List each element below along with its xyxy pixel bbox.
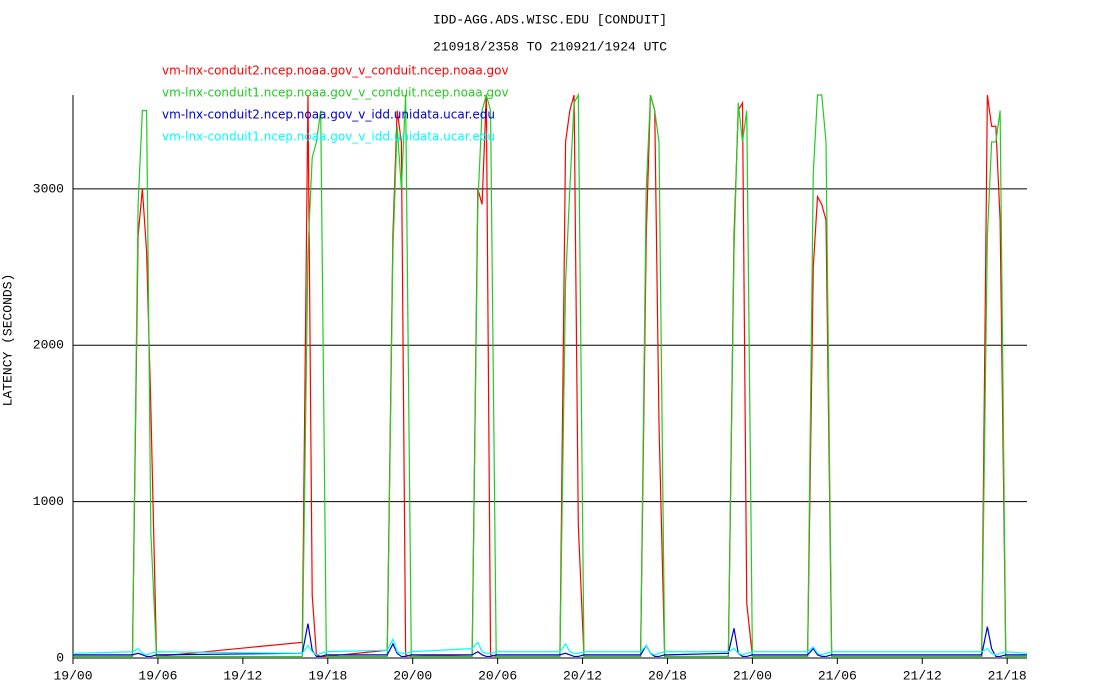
series-line: [73, 623, 1027, 658]
legend-entry: vm-lnx-conduit2.ncep.noaa.gov_v_idd.unid…: [162, 108, 495, 122]
legend-entry: vm-lnx-conduit1.ncep.noaa.gov_v_conduit.…: [162, 86, 509, 100]
x-tick-label: 21/18: [988, 668, 1027, 683]
x-tick-label: 19/00: [53, 668, 92, 683]
legend-entry: vm-lnx-conduit1.ncep.noaa.gov_v_idd.unid…: [162, 130, 495, 144]
x-tick-label: 20/00: [393, 668, 432, 683]
x-tick-label: 20/06: [478, 668, 517, 683]
series-line: [73, 92, 1027, 658]
x-tick-label: 19/18: [308, 668, 347, 683]
x-tick-label: 20/18: [648, 668, 687, 683]
y-tick-label: 1000: [33, 494, 64, 509]
chart-title: IDD-AGG.ADS.WISC.EDU [CONDUIT]: [433, 12, 667, 27]
x-tick-label: 19/12: [223, 668, 262, 683]
series-line: [72, 637, 1028, 656]
x-tick-label: 20/12: [563, 668, 602, 683]
x-tick-label: 21/12: [903, 668, 942, 683]
y-tick-label: 0: [56, 650, 64, 665]
legend-entry: vm-lnx-conduit2.ncep.noaa.gov_v_conduit.…: [162, 64, 509, 78]
x-tick-label: 21/00: [733, 668, 772, 683]
x-tick-label: 21/06: [818, 668, 857, 683]
y-tick-label: 3000: [33, 181, 64, 196]
y-axis-label: LATENCY (SECONDS): [0, 274, 15, 407]
y-tick-label: 2000: [33, 338, 64, 353]
series-line: [73, 94, 1027, 658]
chart-subtitle: 210918/2358 TO 210921/1924 UTC: [433, 39, 667, 54]
x-tick-label: 19/06: [138, 668, 177, 683]
